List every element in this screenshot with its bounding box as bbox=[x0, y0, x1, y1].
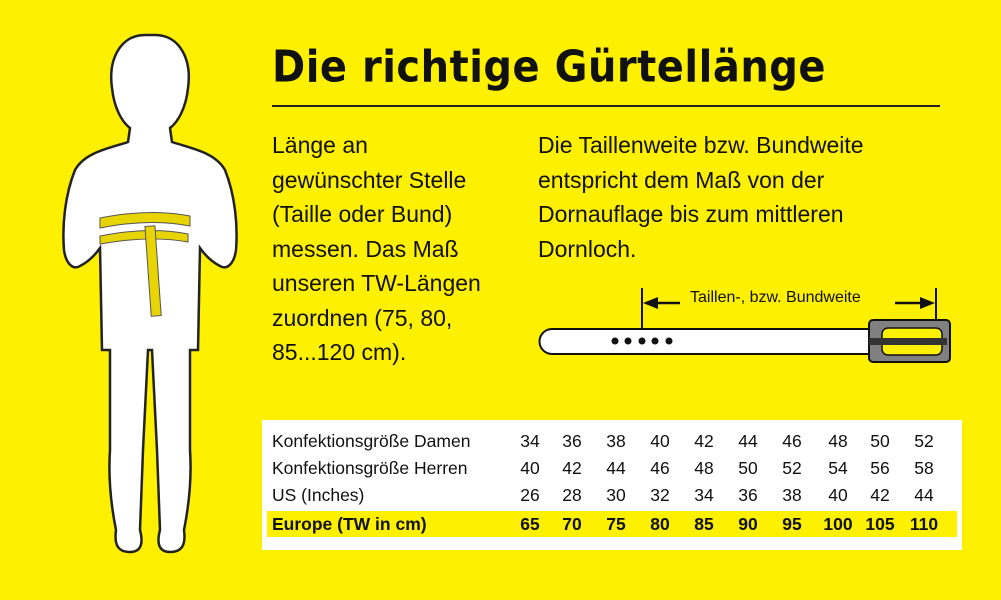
table-cell: 110 bbox=[909, 514, 939, 534]
size-table: Konfektionsgröße Damen 34 36 38 40 42 44 46 48 50… bbox=[262, 420, 962, 550]
table-cell: 46 bbox=[650, 458, 670, 478]
row-label: US (Inches) bbox=[272, 485, 365, 505]
table-row-highlighted: Europe (TW in cm) 65 70 75 80 85 90 95 100 105 110 bbox=[267, 511, 957, 537]
left-instructions: Länge an gewünschter Stelle (Taille oder… bbox=[272, 128, 481, 370]
table-cell: 38 bbox=[782, 485, 802, 505]
table-cell: 48 bbox=[828, 431, 848, 451]
table-cell: 44 bbox=[738, 431, 758, 451]
text-line: Die Taillenweite bzw. Bundweite bbox=[538, 132, 864, 158]
table-row: Konfektionsgröße Damen 34 36 38 40 42 44 46 48 50… bbox=[262, 428, 962, 454]
table-cell: 44 bbox=[606, 458, 626, 478]
table-cell: 36 bbox=[738, 485, 758, 505]
table-cell: 56 bbox=[870, 458, 890, 478]
table-cell: 46 bbox=[782, 431, 802, 451]
text-line: gewünschter Stelle bbox=[272, 166, 467, 193]
row-label: Konfektionsgröße Herren bbox=[272, 458, 468, 478]
page-title: Die richtige Gürtellänge bbox=[272, 41, 827, 93]
table-cell: 48 bbox=[694, 458, 714, 478]
table-cell: 80 bbox=[650, 514, 670, 534]
text-line: zuordnen (75, 80, bbox=[272, 304, 453, 331]
table-cell: 44 bbox=[914, 485, 934, 505]
table-cell: 34 bbox=[520, 431, 540, 451]
table-cell: 42 bbox=[562, 458, 582, 478]
table-cell: 85 bbox=[694, 514, 714, 534]
table-cell: 105 bbox=[865, 514, 895, 534]
text-line: (Taille oder Bund) bbox=[272, 201, 453, 227]
row-label: Konfektionsgröße Damen bbox=[272, 431, 471, 451]
belt-measure-label: Taillen-, bzw. Bundweite bbox=[690, 289, 861, 306]
table-cell: 90 bbox=[738, 514, 758, 534]
table-cell: 52 bbox=[782, 458, 802, 478]
table-cell: 34 bbox=[694, 485, 714, 505]
table-cell: 26 bbox=[520, 485, 540, 505]
table-cell: 50 bbox=[870, 431, 890, 451]
table-cell: 95 bbox=[782, 514, 802, 534]
table-cell: 58 bbox=[914, 458, 934, 478]
belt-diagram bbox=[538, 288, 951, 363]
table-cell: 75 bbox=[606, 514, 626, 534]
table-cell: 36 bbox=[562, 431, 582, 451]
table-row: US (Inches) 26 28 30 32 34 36 38 40 42 44 bbox=[262, 482, 962, 508]
table-cell: 28 bbox=[562, 485, 582, 505]
title-underline bbox=[272, 105, 940, 107]
right-instructions: Die Taillenweite bzw. Bundweite entspric… bbox=[538, 128, 864, 266]
text-line: messen. Das Maß bbox=[272, 235, 459, 262]
text-line: unseren TW-Längen bbox=[272, 270, 481, 296]
figure-silhouette-with-measuring-tape bbox=[62, 33, 238, 554]
row-label: Europe (TW in cm) bbox=[272, 514, 427, 534]
table-cell: 30 bbox=[606, 485, 626, 505]
table-cell: 40 bbox=[650, 431, 670, 451]
text-line: 85...120 cm). bbox=[272, 339, 407, 365]
table-cell: 65 bbox=[520, 514, 540, 534]
text-line: entspricht dem Maß von der bbox=[538, 166, 825, 193]
table-cell: 40 bbox=[828, 485, 848, 505]
table-cell: 40 bbox=[520, 458, 540, 478]
table-cell: 100 bbox=[823, 514, 853, 534]
table-cell: 70 bbox=[562, 514, 582, 534]
table-cell: 38 bbox=[606, 431, 626, 451]
text-line: Länge an bbox=[272, 132, 368, 158]
table-cell: 52 bbox=[914, 431, 934, 451]
table-cell: 50 bbox=[738, 458, 758, 478]
text-line: Dornloch. bbox=[538, 235, 637, 262]
table-cell: 42 bbox=[870, 485, 890, 505]
text-line: Dornauflage bis zum mittleren bbox=[538, 201, 844, 227]
table-cell: 32 bbox=[650, 485, 670, 505]
table-cell: 42 bbox=[694, 431, 714, 451]
table-cell: 54 bbox=[828, 458, 848, 478]
table-row: Konfektionsgröße Herren 40 42 44 46 48 50 52 54 5… bbox=[262, 455, 962, 481]
